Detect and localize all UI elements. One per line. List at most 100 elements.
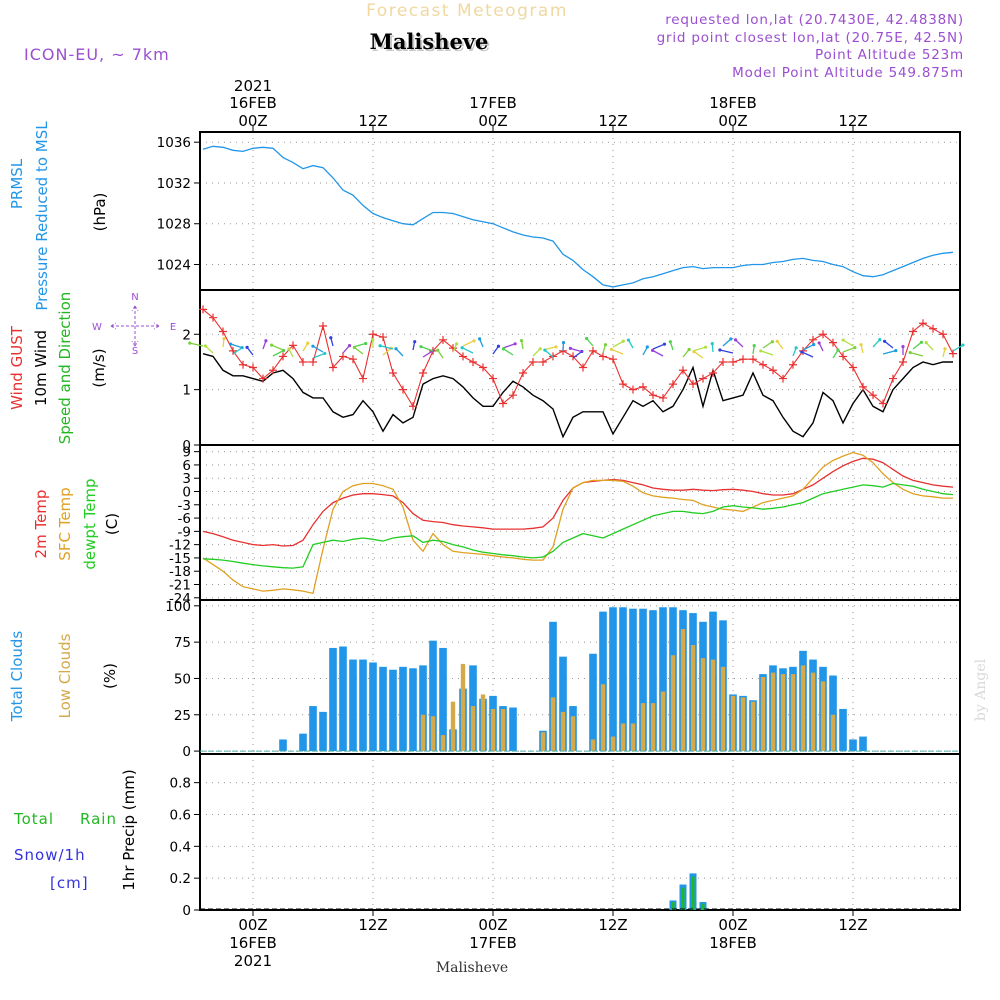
wind-arrow-head <box>603 343 608 347</box>
low-cloud-bar <box>620 723 626 752</box>
panel-precipitation: 0 0.2 0.4 0.6 0.8 <box>170 753 961 919</box>
total-cloud-bar <box>609 607 617 752</box>
gust-marker <box>399 385 407 394</box>
wind-arrow-head <box>222 337 226 341</box>
dewpoint-label: dewpt Temp <box>81 478 99 569</box>
wind-direction-arrow <box>801 351 814 358</box>
y-tick-label: 0.8 <box>170 776 191 792</box>
bottom-time-label: 12Z <box>838 916 867 934</box>
gust-marker <box>459 352 467 361</box>
gridpoint-coords: grid point closest lon,lat (20.75E, 42.5… <box>657 30 964 46</box>
low-cloud-bar <box>750 701 756 752</box>
y-tick-label: -3 <box>178 498 191 514</box>
wind-arrow-head <box>894 348 898 353</box>
low-clouds-label: Low Clouds <box>56 633 74 718</box>
wind-arrow-head <box>794 346 798 350</box>
chart-title: Forecast Meteogram <box>366 1 568 21</box>
low-cloud-bar <box>820 681 826 752</box>
gust-marker <box>909 327 917 336</box>
wind-arrow-head <box>188 341 192 345</box>
total-cloud-bar <box>549 621 557 752</box>
total-cloud-bar <box>409 668 417 752</box>
wind-unit-label: (m/s) <box>90 348 108 387</box>
total-cloud-bar <box>829 675 837 752</box>
wind-arrow-head <box>752 344 756 348</box>
wind-direction-arrow <box>420 346 434 352</box>
low-cloud-bar <box>680 629 686 752</box>
wind-direction-arrow <box>925 342 934 351</box>
total-cloud-bar <box>659 607 667 752</box>
gust-marker <box>919 319 927 328</box>
y-tick-label: 50 <box>174 671 191 687</box>
top-time-label: 18FEB <box>709 94 756 112</box>
y-tick-label: 75 <box>174 635 191 651</box>
y-tick-label: 0 <box>182 438 191 454</box>
gust-marker <box>249 363 257 372</box>
wind-arrow-head <box>347 343 352 348</box>
bottom-time-label: 17FEB <box>469 934 516 952</box>
gust-marker <box>929 324 937 333</box>
wind-direction-arrow <box>735 339 744 348</box>
gust-marker <box>629 385 637 394</box>
gust-marker <box>309 357 317 366</box>
precip-unit-label: 1hr Precip (mm) <box>120 769 138 890</box>
wind-direction-arrow <box>502 343 516 349</box>
low-cloud-bar <box>770 672 776 752</box>
top-time-label: 00Z <box>238 112 267 130</box>
gust-marker <box>679 366 687 375</box>
precip-snow-label: Snow/1h <box>14 846 86 864</box>
low-cloud-bar <box>500 708 506 752</box>
temp-unit-label: (C) <box>103 513 121 535</box>
y-tick-label: -6 <box>178 511 191 527</box>
wind-arrow-head <box>662 342 667 346</box>
wind-arrow-head <box>538 347 542 351</box>
wind-arrow-head <box>882 339 887 343</box>
gust-marker <box>609 355 617 364</box>
low-cloud-bar <box>640 703 646 752</box>
gust-marker <box>859 382 867 391</box>
low-cloud-bar <box>490 708 496 752</box>
y-tick-label: 1 <box>182 383 191 399</box>
low-cloud-bar <box>600 684 606 752</box>
wind-arrow-head <box>460 346 464 350</box>
gust-marker <box>209 313 217 322</box>
wind-arrow-head <box>733 338 738 342</box>
gust-marker <box>879 399 887 408</box>
wind-direction-arrow <box>952 344 964 352</box>
y-tick-label: -9 <box>178 524 191 540</box>
wind-direction-arrow <box>461 347 474 354</box>
y-tick-label: 3 <box>182 471 191 487</box>
total-cloud-bar <box>299 733 307 752</box>
total-cloud-bar <box>559 656 567 752</box>
low-cloud-bar <box>440 735 446 752</box>
model-label: ICON-EU, ~ 7km <box>24 45 170 64</box>
gust-marker <box>269 366 277 375</box>
low-cloud-bar <box>810 672 816 752</box>
bottom-time-label: 12Z <box>598 916 627 934</box>
wind-arrow-head <box>561 341 566 345</box>
compass-south: S <box>132 346 138 357</box>
y-tick-label: -15 <box>169 551 191 567</box>
point-altitude: Point Altitude 523m <box>815 47 964 63</box>
y-tick-label: 100 <box>165 599 191 615</box>
wind-arrow-head <box>203 344 207 348</box>
total-cloud-bar <box>849 739 857 752</box>
top-time-label: 16FEB <box>229 94 276 112</box>
pressure-unit-label: (hPa) <box>91 193 109 232</box>
wind-arrow-head <box>543 348 547 352</box>
y-tick-label: 0.2 <box>170 871 191 887</box>
plot-layer: 1024 1028 1032 1036 0 1 2 -24-21-18-15-12-9-6-3… <box>8 77 965 970</box>
gust-marker <box>649 391 657 400</box>
gust-marker <box>589 346 597 355</box>
low-cloud-bar <box>700 658 706 752</box>
model-altitude: Model Point Altitude 549.875m <box>732 65 964 81</box>
y-tick-label: 1032 <box>157 176 191 192</box>
wind-direction-arrow <box>802 344 815 351</box>
pressure-label-b: Pressure Reduced to MSL <box>33 121 51 311</box>
wind-direction-arrow <box>246 346 254 356</box>
gust-marker <box>639 382 647 391</box>
wind-arrow-head <box>626 338 631 342</box>
requested-coords: requested lon,lat (20.7430E, 42.4838N) <box>665 12 964 28</box>
wind-arrow-head <box>645 345 649 349</box>
location-title: Malisheve <box>370 29 489 54</box>
